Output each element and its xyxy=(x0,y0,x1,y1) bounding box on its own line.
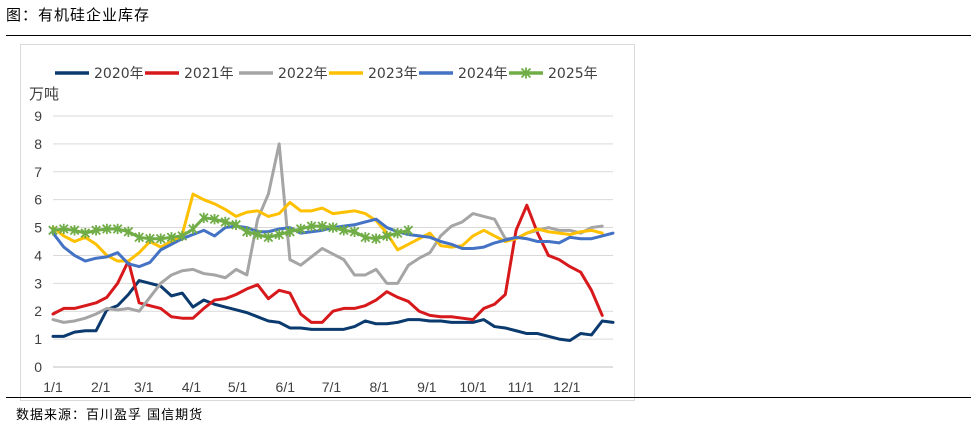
legend: 2020年 2021年 2022年 2023年 2024年 2025年 xyxy=(55,66,598,82)
series-2021年 xyxy=(51,203,604,324)
y-tick-label: 2 xyxy=(34,303,42,319)
data-point-marker xyxy=(220,216,231,228)
bottom-rule xyxy=(6,397,971,398)
y-axis-unit-label: 万吨 xyxy=(29,85,59,103)
data-point-marker xyxy=(231,219,241,230)
data-point-marker xyxy=(177,230,188,242)
top-rule xyxy=(6,35,971,36)
legend-label: 2020年 xyxy=(94,66,144,82)
x-tick-label: 8/1 xyxy=(369,379,389,395)
y-tick-label: 3 xyxy=(34,275,42,291)
series-2025年 xyxy=(48,212,414,244)
x-tick-label: 7/1 xyxy=(322,379,342,395)
legend-label: 2022年 xyxy=(278,66,328,82)
data-point-marker xyxy=(360,232,371,243)
data-point-marker xyxy=(69,225,80,236)
data-point-marker xyxy=(48,225,58,236)
data-point-marker xyxy=(252,229,263,240)
data-point-marker xyxy=(392,227,403,239)
legend-label: 2021年 xyxy=(184,66,234,82)
x-tick-label: 3/1 xyxy=(134,379,154,395)
legend-marker xyxy=(520,67,532,79)
y-tick-label: 9 xyxy=(34,108,42,124)
data-point-marker xyxy=(317,220,328,232)
x-tick-label: 10/1 xyxy=(459,379,486,395)
legend-item: 2020年 xyxy=(55,66,144,82)
x-tick-label: 12/1 xyxy=(553,379,580,395)
y-tick-label: 7 xyxy=(34,164,42,180)
data-point-marker xyxy=(209,213,220,225)
data-point-marker xyxy=(349,226,360,237)
data-point-marker xyxy=(274,229,284,240)
chart-area: 2020年 2021年 2022年 2023年 2024年 2025年 万吨 0 1 2 3 4 5… xyxy=(20,44,635,401)
data-point-marker xyxy=(263,232,274,243)
series-line xyxy=(51,203,604,324)
y-tick-label: 0 xyxy=(34,359,42,375)
y-tick-label: 6 xyxy=(34,192,42,208)
data-point-marker xyxy=(112,223,123,235)
y-tick-label: 1 xyxy=(34,331,42,347)
x-axis-ticks: 1/1 2/1 3/1 4/1 5/1 6/1 7/1 8/1 9/1 10/1 11/1 12/1 xyxy=(43,379,580,395)
legend-item: 2025年 xyxy=(509,66,598,82)
x-tick-label: 1/1 xyxy=(43,379,63,395)
data-point-marker xyxy=(80,227,91,239)
data-point-marker xyxy=(242,226,252,237)
series-lines xyxy=(48,142,615,343)
legend-item: 2024年 xyxy=(419,66,508,82)
data-point-marker xyxy=(328,222,338,233)
data-point-marker xyxy=(145,233,155,244)
data-point-marker xyxy=(134,232,144,243)
figure-title: 图：有机硅企业库存 xyxy=(6,6,151,24)
data-source-note: 数据来源：百川盈孚 国信期货 xyxy=(16,408,204,423)
series-line xyxy=(51,279,615,343)
series-line xyxy=(51,216,410,241)
data-point-marker xyxy=(403,225,414,236)
data-point-marker xyxy=(188,223,198,235)
x-tick-label: 4/1 xyxy=(182,379,202,395)
x-tick-label: 2/1 xyxy=(91,379,111,395)
data-point-marker xyxy=(155,233,166,244)
data-point-marker xyxy=(58,223,69,235)
series-2020年 xyxy=(51,279,615,343)
data-point-marker xyxy=(166,232,177,243)
y-tick-label: 4 xyxy=(34,247,42,263)
legend-label: 2025年 xyxy=(548,66,598,82)
legend-item: 2023年 xyxy=(329,66,418,82)
y-tick-label: 5 xyxy=(34,220,42,236)
data-point-marker xyxy=(198,212,209,223)
data-point-marker xyxy=(295,223,306,235)
line-chart: 2020年 2021年 2022年 2023年 2024年 2025年 万吨 0 1 2 3 4 5… xyxy=(29,66,615,395)
data-point-marker xyxy=(285,226,295,237)
x-tick-label: 5/1 xyxy=(228,379,248,395)
data-point-marker xyxy=(382,230,392,242)
data-point-marker xyxy=(371,233,381,244)
data-point-marker xyxy=(123,226,134,237)
data-point-marker xyxy=(306,220,317,232)
x-tick-label: 6/1 xyxy=(276,379,296,395)
data-point-marker xyxy=(91,225,101,236)
x-tick-label: 11/1 xyxy=(508,379,534,395)
legend-item: 2021年 xyxy=(145,66,234,82)
data-point-marker xyxy=(102,223,112,235)
legend-label: 2024年 xyxy=(458,66,508,82)
x-tick-label: 9/1 xyxy=(417,379,437,395)
data-point-marker xyxy=(338,225,349,236)
y-tick-label: 8 xyxy=(34,136,42,152)
y-axis-ticks: 0 1 2 3 4 5 6 7 8 9 xyxy=(34,108,42,375)
legend-label: 2023年 xyxy=(368,66,418,82)
legend-item: 2022年 xyxy=(239,66,328,82)
